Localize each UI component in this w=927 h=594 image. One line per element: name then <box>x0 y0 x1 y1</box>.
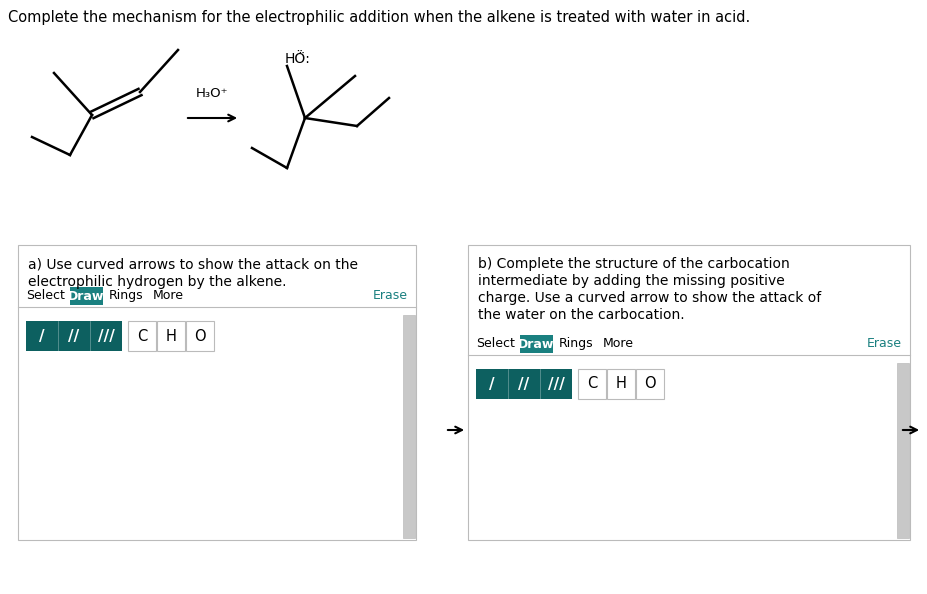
Text: ///: /// <box>97 328 114 343</box>
Text: O: O <box>643 377 655 391</box>
Bar <box>635 369 664 399</box>
Bar <box>157 321 184 351</box>
Text: a) Use curved arrows to show the attack on the: a) Use curved arrows to show the attack … <box>28 257 358 271</box>
Text: Erase: Erase <box>866 337 901 350</box>
Bar <box>26 321 121 351</box>
Text: C: C <box>136 328 147 343</box>
Bar <box>519 335 552 353</box>
Text: /: / <box>489 377 494 391</box>
Text: Complete the mechanism for the electrophilic addition when the alkene is treated: Complete the mechanism for the electroph… <box>8 10 749 25</box>
Text: electrophilic hydrogen by the alkene.: electrophilic hydrogen by the alkene. <box>28 275 286 289</box>
Bar <box>467 245 909 540</box>
Text: Draw: Draw <box>69 289 105 302</box>
Bar <box>185 321 214 351</box>
Text: Rings: Rings <box>558 337 593 350</box>
Text: Select: Select <box>26 289 65 302</box>
Bar <box>128 321 156 351</box>
Bar <box>606 369 634 399</box>
Bar <box>402 315 414 538</box>
Bar <box>578 369 605 399</box>
Text: /: / <box>39 328 44 343</box>
Bar <box>476 369 571 399</box>
Text: H₃O⁺: H₃O⁺ <box>196 87 228 100</box>
Text: HÖ̈:: HÖ̈: <box>285 52 311 66</box>
Text: Rings: Rings <box>108 289 144 302</box>
Text: H: H <box>165 328 176 343</box>
Text: Select: Select <box>476 337 514 350</box>
Text: the water on the carbocation.: the water on the carbocation. <box>477 308 684 322</box>
Text: O: O <box>194 328 206 343</box>
Text: H: H <box>615 377 626 391</box>
Text: C: C <box>586 377 596 391</box>
Text: charge. Use a curved arrow to show the attack of: charge. Use a curved arrow to show the a… <box>477 291 820 305</box>
Text: ///: /// <box>547 377 564 391</box>
Bar <box>70 287 103 305</box>
Bar <box>896 363 908 538</box>
Text: //: // <box>69 328 80 343</box>
Text: intermediate by adding the missing positive: intermediate by adding the missing posit… <box>477 274 784 288</box>
Text: //: // <box>518 377 529 391</box>
Text: Erase: Erase <box>373 289 408 302</box>
Text: More: More <box>153 289 184 302</box>
Text: Draw: Draw <box>518 337 554 350</box>
Bar <box>18 245 415 540</box>
Text: b) Complete the structure of the carbocation: b) Complete the structure of the carboca… <box>477 257 789 271</box>
Text: More: More <box>603 337 633 350</box>
